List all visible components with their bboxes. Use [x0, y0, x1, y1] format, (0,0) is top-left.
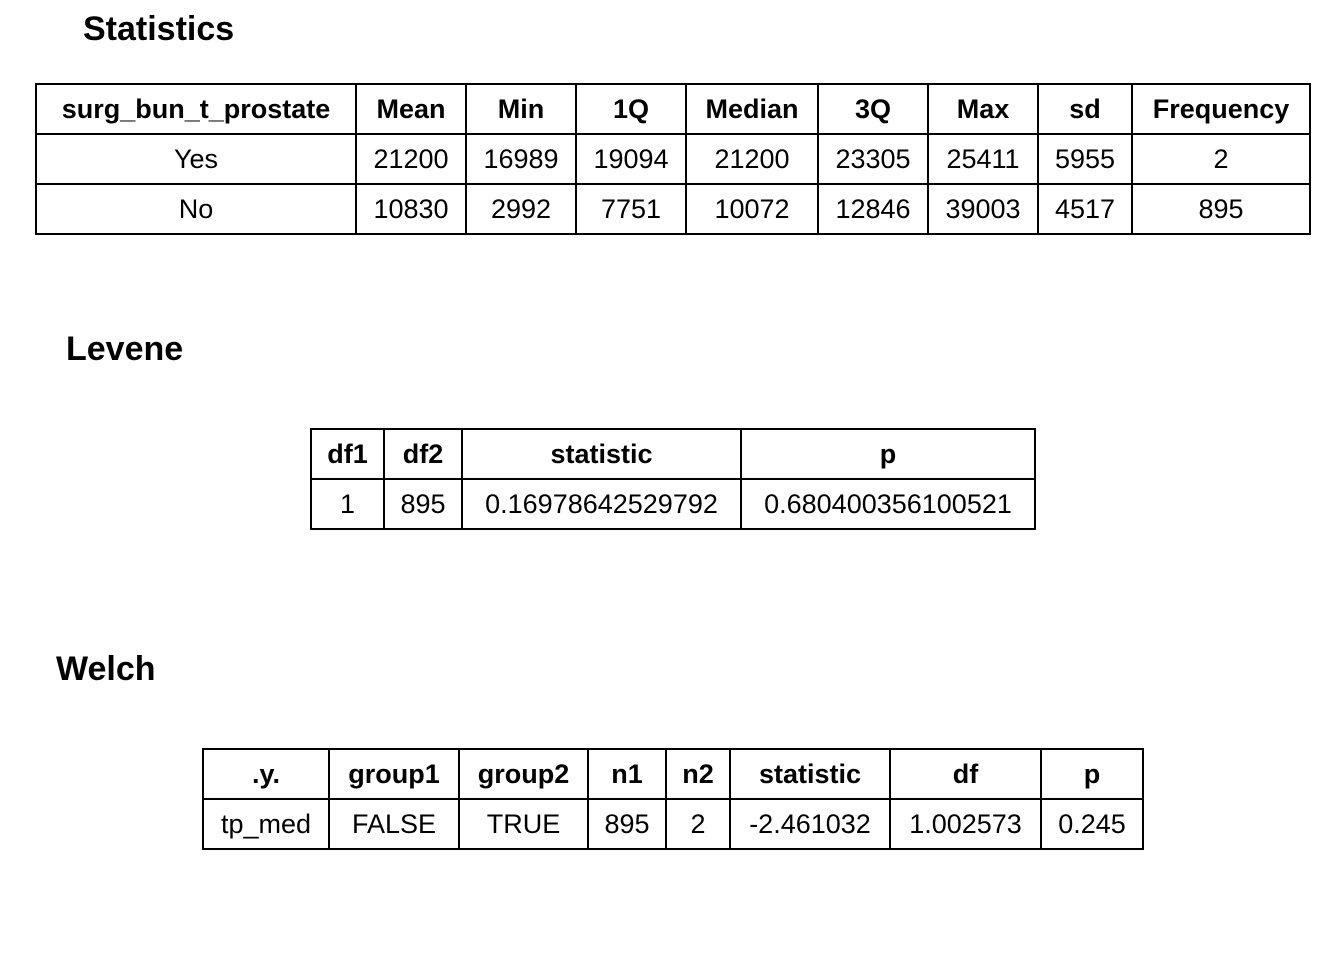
table: .y. group1 group2 n1 n2 statistic df p tp_med FAL… [202, 748, 1144, 850]
header-cell: sd [1037, 83, 1133, 135]
table-cell: 2 [1131, 133, 1311, 185]
table-cell: 16989 [465, 133, 577, 185]
header-cell: 3Q [817, 83, 929, 135]
header-cell: group1 [328, 748, 460, 800]
table-cell: 25411 [927, 133, 1039, 185]
table-row: Yes 21200 16989 19094 21200 23305 25411 5955 2 [35, 133, 1311, 185]
table-cell: tp_med [202, 798, 330, 850]
table-row: tp_med FALSE TRUE 895 2 -2.461032 1.002573 0.24… [202, 798, 1144, 850]
table-cell: 19094 [575, 133, 687, 185]
header-cell: df1 [310, 428, 385, 480]
header-cell: .y. [202, 748, 330, 800]
header-cell: statistic [729, 748, 891, 800]
header-cell: group2 [458, 748, 589, 800]
header-cell: df2 [383, 428, 463, 480]
table-cell: 895 [587, 798, 667, 850]
header-cell: Median [685, 83, 819, 135]
table-cell: 4517 [1037, 183, 1133, 235]
table-cell: No [35, 183, 357, 235]
header-row: surg_bun_t_prostate Mean Min 1Q Median 3Q Max s… [35, 83, 1311, 135]
header-cell: p [740, 428, 1036, 480]
table-cell: 2 [665, 798, 731, 850]
header-cell: Min [465, 83, 577, 135]
header-cell: n1 [587, 748, 667, 800]
table-cell: 0.16978642529792 [461, 478, 742, 530]
header-cell: p [1040, 748, 1144, 800]
table-cell: 5955 [1037, 133, 1133, 185]
header-cell: n2 [665, 748, 731, 800]
header-cell: 1Q [575, 83, 687, 135]
table-cell: 21200 [355, 133, 467, 185]
table: df1 df2 statistic p 1 895 0.16978642529792 0.68… [310, 428, 1036, 530]
table-cell: 0.680400356100521 [740, 478, 1036, 530]
table-row: No 10830 2992 7751 10072 12846 39003 4517 895 [35, 183, 1311, 235]
table-row: 1 895 0.16978642529792 0.680400356100521 [310, 478, 1036, 530]
table: surg_bun_t_prostate Mean Min 1Q Median 3Q Max s… [35, 83, 1311, 235]
section-title: Levene [66, 330, 184, 368]
table-cell: 1.002573 [889, 798, 1042, 850]
table-cell: 12846 [817, 183, 929, 235]
table-cell: 0.245 [1040, 798, 1144, 850]
header-row: df1 df2 statistic p [310, 428, 1036, 480]
header-cell: statistic [461, 428, 742, 480]
table-cell: TRUE [458, 798, 589, 850]
header-cell: df [889, 748, 1042, 800]
header-cell: Frequency [1131, 83, 1311, 135]
table-cell: 21200 [685, 133, 819, 185]
section-title: Statistics [83, 10, 235, 48]
table-cell: Yes [35, 133, 357, 185]
table-cell: FALSE [328, 798, 460, 850]
table-cell: 10072 [685, 183, 819, 235]
table-cell: 895 [383, 478, 463, 530]
table-cell: 23305 [817, 133, 929, 185]
table-cell: -2.461032 [729, 798, 891, 850]
table-cell: 1 [310, 478, 385, 530]
table-cell: 10830 [355, 183, 467, 235]
table-cell: 39003 [927, 183, 1039, 235]
header-cell: Mean [355, 83, 467, 135]
header-row: .y. group1 group2 n1 n2 statistic df p [202, 748, 1144, 800]
table-cell: 2992 [465, 183, 577, 235]
section-title: Welch [56, 650, 156, 688]
table-cell: 7751 [575, 183, 687, 235]
header-cell: surg_bun_t_prostate [35, 83, 357, 135]
header-cell: Max [927, 83, 1039, 135]
table-cell: 895 [1131, 183, 1311, 235]
